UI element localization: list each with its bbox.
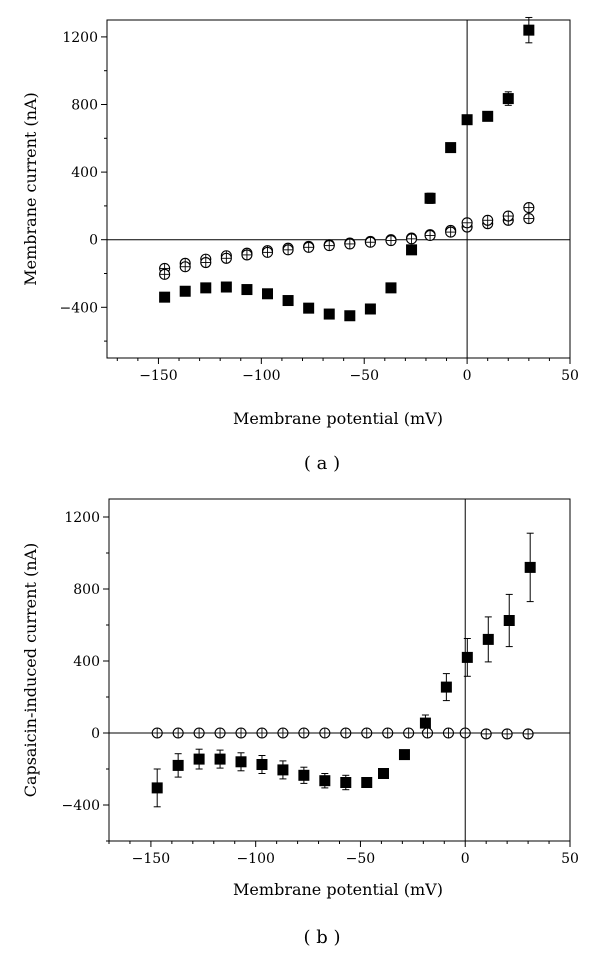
x-axis-title-a: Membrane potential (mV): [233, 409, 443, 428]
y-tick-label: 1200: [64, 510, 100, 526]
data-point-square: [424, 192, 436, 204]
data-point-square: [482, 633, 494, 645]
data-point-square: [282, 295, 294, 307]
data-point-square: [385, 282, 397, 294]
y-tick-label: −400: [60, 300, 98, 316]
data-point-square: [220, 281, 232, 293]
tick-labels-b: −150 −100 −50 0 50 −400 0 400 800 1200: [62, 510, 579, 867]
data-point-square: [340, 777, 352, 788]
data-point-square: [277, 764, 289, 776]
x-tick-label: −100: [236, 851, 274, 867]
chart-panel-b: −150 −100 −50 0 50 −400 0 400 800 1200 Membrane p…: [21, 498, 579, 948]
plot-frame-a: [106, 19, 571, 359]
panel-label-a: ( a ): [304, 453, 340, 474]
chart-panel-a: −150 −100 −50 0 50 −400 0 400 800 1200 Membrane p…: [21, 16, 579, 474]
x-tick-label: −50: [346, 851, 376, 867]
data-point-square: [172, 759, 184, 771]
data-point-square: [361, 777, 373, 788]
data-point-square: [406, 244, 418, 256]
data-point-square: [303, 302, 315, 314]
data-marks-a: [159, 16, 535, 322]
data-point-square: [440, 681, 452, 693]
x-tick-label: 50: [561, 851, 579, 867]
data-point-square: [461, 114, 473, 126]
y-tick-label: 800: [71, 98, 98, 114]
data-point-square: [323, 308, 335, 320]
x-tick-label: 50: [561, 368, 579, 384]
data-point-square: [482, 110, 494, 122]
data-point-square: [179, 285, 191, 297]
x-tick-label: −150: [139, 368, 177, 384]
x-tick-label: 0: [463, 368, 472, 384]
data-point-square: [214, 753, 226, 765]
y-tick-label: 0: [91, 726, 100, 742]
data-point-square: [151, 782, 163, 794]
x-axis-title-b: Membrane potential (mV): [233, 880, 443, 899]
data-point-square: [344, 310, 356, 322]
data-point-square: [319, 775, 331, 787]
data-point-square: [398, 749, 410, 761]
y-tick-label: 400: [71, 165, 98, 181]
y-tick-label: 400: [73, 654, 100, 670]
data-point-square: [445, 142, 457, 154]
data-point-square: [235, 756, 247, 768]
x-tick-label: −50: [349, 368, 379, 384]
plot-frame-b: [108, 498, 571, 842]
y-axis-title-a: Membrane current (nA): [21, 92, 40, 286]
data-point-square: [241, 284, 253, 296]
data-point-square: [419, 717, 431, 729]
data-point-square: [502, 93, 514, 105]
y-tick-label: 0: [89, 233, 98, 249]
x-tick-label: −100: [242, 368, 280, 384]
y-tick-label: 800: [73, 582, 100, 598]
data-point-square: [200, 282, 212, 294]
data-point-square: [524, 561, 536, 573]
x-tick-label: −150: [132, 851, 170, 867]
y-axis-title-b: Capsaicin-induced current (nA): [21, 543, 40, 798]
data-point-square: [523, 24, 535, 36]
x-tick-label: 0: [461, 851, 470, 867]
data-point-square: [378, 768, 390, 779]
y-tick-label: 1200: [62, 30, 98, 46]
data-point-square: [364, 303, 376, 315]
tick-labels-a: −150 −100 −50 0 50 −400 0 400 800 1200: [60, 30, 579, 384]
data-point-square: [256, 759, 268, 770]
y-tick-label: −400: [62, 798, 100, 814]
data-point-square: [262, 288, 274, 300]
data-point-square: [159, 291, 171, 303]
data-point-square: [193, 753, 205, 765]
data-point-square: [503, 615, 515, 626]
panel-label-b: ( b ): [303, 927, 340, 948]
axis-ticks-a: [101, 36, 571, 364]
data-point-square: [461, 651, 473, 663]
data-marks-b: [151, 532, 536, 808]
axis-ticks-b: [103, 516, 571, 847]
data-point-square: [298, 769, 310, 781]
